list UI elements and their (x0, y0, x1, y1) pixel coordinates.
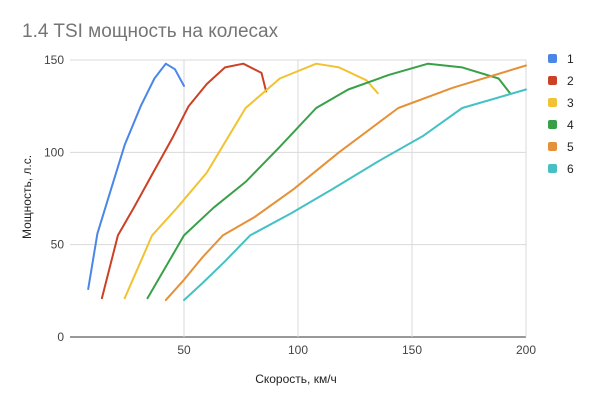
y-tick-label: 100 (44, 145, 64, 159)
x-tick-label: 100 (288, 343, 308, 357)
series-line-6 (183, 88, 527, 302)
y-tick-label: 150 (44, 53, 64, 67)
legend: 1 2 3 4 5 6 (548, 52, 574, 176)
legend-label-4: 4 (567, 118, 574, 132)
series-line-5 (164, 64, 527, 302)
legend-swatch-2 (548, 76, 557, 85)
legend-label-1: 1 (567, 52, 574, 66)
legend-label-2: 2 (567, 74, 574, 88)
legend-swatch-1 (548, 54, 557, 63)
series-line-1 (87, 62, 185, 290)
y-tick-label: 50 (51, 238, 65, 252)
legend-swatch-3 (548, 98, 557, 107)
legend-label-5: 5 (567, 140, 574, 154)
series-line-3 (123, 62, 379, 300)
y-tick-label: 0 (57, 330, 64, 344)
chart-title: 1.4 TSI мощность на колесах (22, 21, 279, 42)
y-axis-label: Мощность, л.с. (20, 155, 34, 239)
x-tick-label: 150 (402, 343, 422, 357)
series-lines (87, 62, 527, 302)
legend-swatch-4 (548, 120, 557, 129)
x-tick-label: 200 (516, 343, 536, 357)
series-line-2 (100, 62, 268, 300)
legend-label-3: 3 (567, 96, 574, 110)
x-axis-label: Скорость, км/ч (255, 372, 337, 386)
legend-swatch-6 (548, 164, 557, 173)
legend-label-6: 6 (567, 162, 574, 176)
legend-swatch-5 (548, 142, 557, 151)
series-line-4 (146, 62, 511, 300)
x-tick-label: 50 (177, 343, 191, 357)
axis-ticks: 0 50 100 150 50 100 150 200 (44, 53, 536, 357)
